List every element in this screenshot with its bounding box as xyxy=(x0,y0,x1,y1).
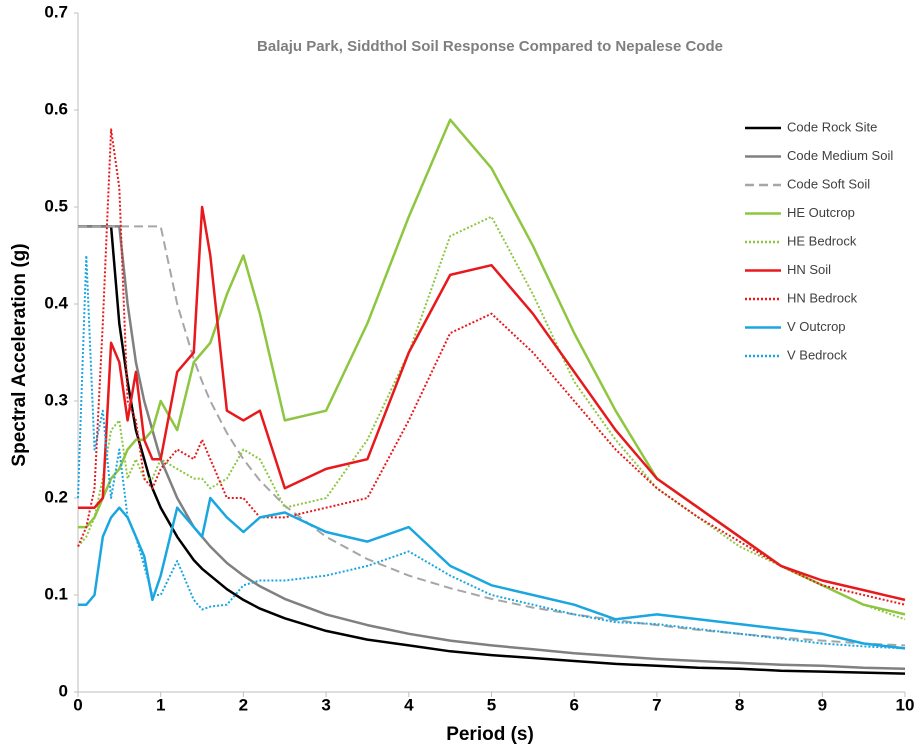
series-line xyxy=(78,118,906,616)
y-tick-label: 0.3 xyxy=(44,390,68,409)
x-tick-label: 6 xyxy=(569,695,578,714)
x-tick-label: 1 xyxy=(156,695,165,714)
y-tick-label: 0.7 xyxy=(44,2,68,21)
series-line xyxy=(77,128,906,606)
series-line xyxy=(78,205,906,602)
legend-label: Code Rock Site xyxy=(787,119,877,134)
series-line xyxy=(78,225,906,675)
x-tick-label: 4 xyxy=(404,695,414,714)
series-line xyxy=(77,254,906,650)
y-tick-label: 0.6 xyxy=(44,99,68,118)
legend-label: V Outcrop xyxy=(787,319,846,334)
legend-label: Code Medium Soil xyxy=(787,148,893,163)
legend-label: HE Outcrop xyxy=(787,205,855,220)
x-tick-label: 7 xyxy=(652,695,661,714)
x-tick-label: 10 xyxy=(896,695,915,714)
x-tick-label: 5 xyxy=(487,695,496,714)
series-line xyxy=(78,496,906,650)
x-tick-label: 2 xyxy=(239,695,248,714)
series-line xyxy=(78,225,906,670)
y-tick-label: 0.4 xyxy=(44,293,68,312)
y-tick-label: 0 xyxy=(59,681,68,700)
y-tick-label: 0.1 xyxy=(44,584,68,603)
x-tick-label: 0 xyxy=(73,695,82,714)
legend-label: V Bedrock xyxy=(787,347,847,362)
x-tick-label: 8 xyxy=(735,695,744,714)
x-tick-label: 9 xyxy=(818,695,827,714)
legend-label: HN Bedrock xyxy=(787,290,858,305)
chart-title: Balaju Park, Siddthol Soil Response Comp… xyxy=(257,38,723,55)
x-tick-label: 3 xyxy=(321,695,330,714)
y-tick-label: 0.2 xyxy=(44,487,68,506)
y-axis-title: Spectral Acceleration (g) xyxy=(9,243,30,466)
legend-label: HE Bedrock xyxy=(787,233,857,248)
legend-label: HN Soil xyxy=(787,262,831,277)
series-line xyxy=(78,225,906,647)
x-axis-title: Period (s) xyxy=(446,724,534,745)
legend-label: Code Soft Soil xyxy=(787,176,870,191)
series-line xyxy=(77,215,906,621)
y-tick-label: 0.5 xyxy=(44,196,68,215)
